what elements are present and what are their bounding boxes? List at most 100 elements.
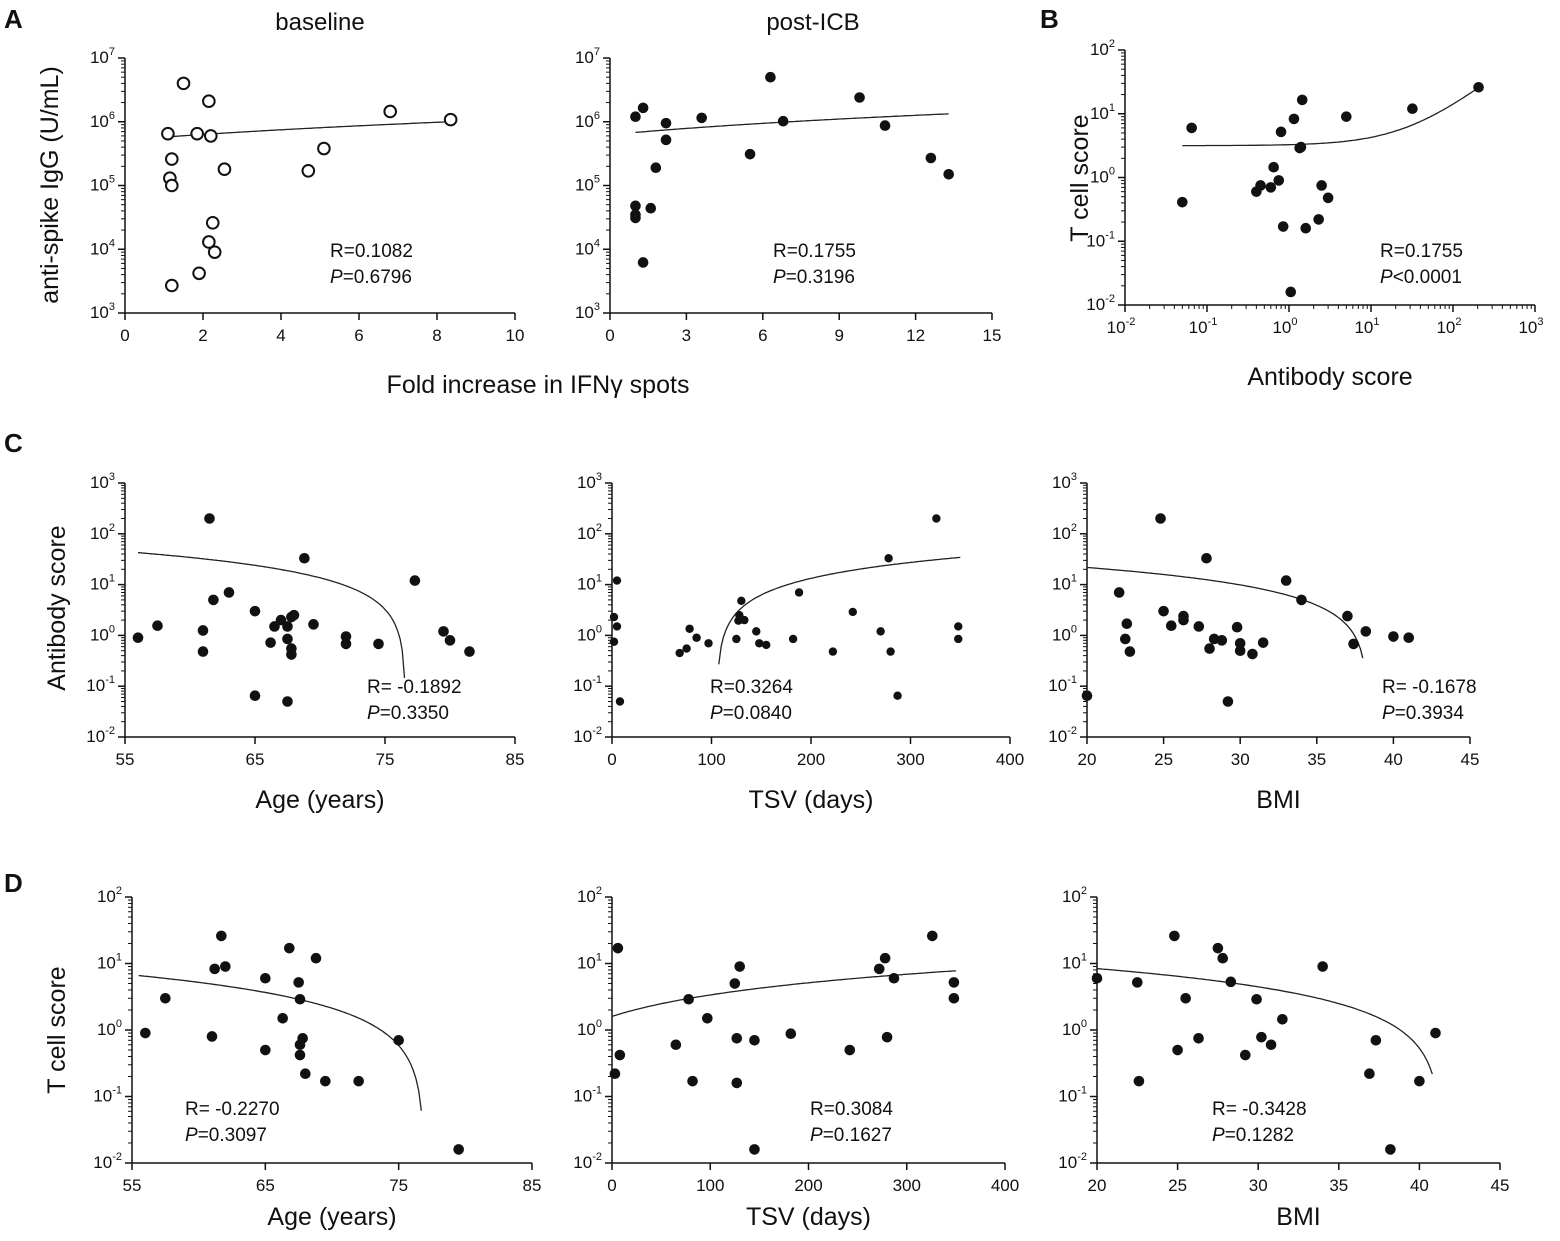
data-point: [1169, 930, 1180, 942]
data-point: [682, 644, 691, 653]
p-value: =0.1627: [823, 1125, 892, 1146]
x-tick-label: 400: [991, 1176, 1019, 1195]
data-point: [1414, 1075, 1425, 1087]
y-tick-base: 10: [575, 48, 594, 67]
data-point: [794, 588, 804, 597]
data-point: [353, 1075, 364, 1087]
p-symbol: P: [810, 1125, 823, 1146]
data-point: [152, 620, 163, 632]
y-tick-base: 10: [1048, 727, 1067, 746]
data-point: [1296, 594, 1307, 606]
data-point: [660, 134, 672, 146]
data-point: [1177, 196, 1188, 208]
data-point: [630, 111, 641, 123]
y-tick-exponent: 0: [596, 1018, 602, 1030]
data-point: [202, 94, 216, 109]
x-axis-label: BMI: [1276, 1203, 1320, 1231]
x-tick-exponent: 0: [1291, 316, 1297, 328]
p-value-line: P=0.1627: [810, 1125, 892, 1146]
fit-line: [1096, 967, 1433, 1075]
y-tick-label: 106: [90, 110, 115, 131]
data-point: [737, 596, 746, 605]
fit-line: [635, 113, 949, 134]
x-tick-label: 15: [983, 326, 1002, 345]
x-tick-label: 200: [794, 1176, 822, 1195]
data-point: [884, 554, 893, 563]
data-point: [785, 1028, 797, 1039]
data-point: [249, 690, 261, 702]
x-tick-label: 25: [1168, 1176, 1187, 1195]
data-point: [848, 607, 857, 617]
data-point: [1285, 286, 1297, 298]
x-tick-label: 35: [1307, 750, 1326, 769]
y-tick-base: 10: [1086, 295, 1105, 314]
data-point: [788, 634, 798, 644]
data-point: [637, 102, 649, 114]
y-tick-label: 105: [575, 174, 600, 195]
y-tick-base: 10: [86, 727, 105, 746]
data-point: [1201, 552, 1212, 564]
y-tick-exponent: 0: [1081, 1018, 1087, 1030]
data-point: [1257, 637, 1269, 648]
data-point: [612, 942, 624, 954]
data-point: [176, 76, 191, 91]
data-point: [637, 257, 649, 268]
y-axis-label: anti-spike IgG (U/mL): [36, 66, 64, 304]
p-value: =0.3934: [1395, 703, 1465, 724]
data-point: [630, 200, 641, 212]
r-value: R= -0.3428: [1212, 1099, 1307, 1120]
y-tick-exponent: 2: [109, 522, 115, 534]
x-tick-label: 30: [1231, 750, 1250, 769]
y-tick-exponent: 0: [1071, 623, 1077, 635]
y-tick-label: 100: [1062, 1018, 1087, 1039]
r-value: R= -0.1892: [367, 677, 462, 698]
y-tick-label: 103: [90, 471, 115, 492]
data-point: [340, 638, 352, 650]
data-point: [886, 647, 895, 656]
shared-x-axis-label-a: Fold increase in IFNγ spots: [387, 371, 690, 399]
y-tick-label: 101: [1090, 102, 1115, 123]
y-tick-label: 107: [575, 46, 600, 67]
y-tick-base: 10: [1058, 1153, 1077, 1172]
x-tick-label: 102: [1436, 316, 1461, 337]
x-tick-label: 40: [1384, 750, 1403, 769]
y-tick-exponent: -1: [105, 674, 115, 686]
y-tick-label: 10-1: [86, 674, 115, 695]
y-tick-label: 102: [90, 522, 115, 543]
y-tick-exponent: -2: [112, 1151, 122, 1163]
y-tick-base: 10: [90, 112, 109, 131]
p-value: <0.0001: [1393, 267, 1462, 288]
data-point: [881, 1031, 893, 1043]
x-tick-base: 10: [1436, 318, 1455, 337]
y-tick-base: 10: [93, 1087, 112, 1106]
y-tick-base: 10: [1052, 524, 1071, 543]
x-tick-exponent: -1: [1208, 316, 1218, 328]
x-tick-base: 10: [1272, 318, 1291, 337]
data-point: [749, 1035, 760, 1046]
y-tick-base: 10: [1062, 887, 1081, 906]
y-tick-label: 100: [1052, 623, 1077, 644]
p-value: =0.0840: [723, 703, 792, 724]
y-tick-base: 10: [1086, 231, 1105, 250]
y-tick-base: 10: [575, 239, 594, 258]
y-tick-label: 10-1: [1058, 1085, 1087, 1106]
data-point: [888, 972, 900, 984]
fit-line: [718, 556, 961, 665]
y-tick-label: 101: [577, 952, 602, 973]
data-point: [1204, 643, 1215, 654]
x-tick-label: 9: [834, 326, 843, 345]
data-point: [1364, 1068, 1375, 1080]
x-axis-label: Age (years): [255, 786, 384, 814]
data-point: [140, 1027, 151, 1039]
x-tick-label: 75: [389, 1176, 408, 1195]
data-point: [749, 1144, 760, 1155]
data-point: [409, 575, 421, 586]
x-tick-label: 55: [116, 750, 135, 769]
y-tick-base: 10: [86, 676, 105, 695]
data-point: [926, 930, 938, 942]
data-point: [216, 930, 227, 942]
data-point: [1247, 648, 1258, 660]
fit-line: [1182, 87, 1479, 147]
